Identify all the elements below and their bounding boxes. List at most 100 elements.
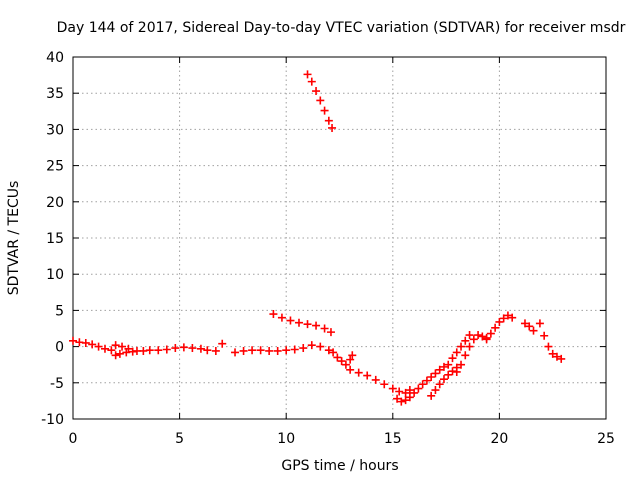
data-point	[145, 346, 154, 355]
y-tick-label: -5	[50, 376, 64, 392]
data-point	[410, 388, 419, 397]
data-point	[431, 369, 440, 378]
data-point	[503, 311, 512, 320]
data-point	[405, 393, 414, 402]
data-point	[465, 331, 474, 340]
data-point	[203, 346, 212, 355]
x-tick-label: 25	[597, 431, 615, 447]
data-point	[346, 365, 355, 374]
data-point	[211, 346, 220, 355]
y-tick-label: 10	[46, 267, 64, 283]
grid-layer	[73, 57, 606, 419]
data-point	[469, 335, 478, 344]
data-point	[326, 328, 335, 337]
y-tick-label: 35	[46, 86, 64, 102]
data-point	[452, 367, 461, 376]
data-point	[69, 336, 77, 345]
data-point	[303, 320, 312, 329]
data-point	[427, 373, 436, 382]
data-point	[388, 384, 397, 393]
data-point	[320, 324, 329, 333]
y-tick-label: 0	[55, 340, 64, 356]
data-point	[380, 380, 389, 389]
data-point	[269, 310, 278, 319]
data-point	[277, 313, 286, 322]
data-point	[320, 106, 329, 115]
data-point	[478, 332, 487, 341]
data-point	[328, 123, 337, 132]
data-point	[307, 77, 316, 86]
y-axis-label: SDTVAR / TECUs	[6, 181, 22, 296]
data-point	[491, 323, 500, 332]
data-point	[111, 351, 120, 360]
data-point	[231, 348, 240, 357]
data-point	[520, 319, 529, 328]
data-point	[196, 344, 205, 353]
data-point	[115, 349, 124, 358]
data-point	[457, 360, 466, 369]
data-point	[499, 314, 508, 323]
data-point	[348, 351, 357, 360]
x-tick-label: 0	[69, 431, 78, 447]
data-point	[286, 316, 295, 325]
data-point	[111, 341, 120, 350]
x-axis-label: GPS time / hours	[281, 458, 398, 474]
data-point	[329, 348, 338, 357]
data-point	[508, 313, 517, 322]
data-point	[540, 331, 549, 340]
y-tick-label: 40	[46, 50, 64, 66]
data-point	[324, 346, 333, 355]
data-point	[307, 341, 316, 350]
data-point	[354, 368, 363, 377]
x-tick-label: 15	[384, 431, 402, 447]
data-point	[171, 344, 180, 353]
data-point	[401, 396, 410, 405]
data-point	[461, 336, 470, 345]
data-point	[461, 351, 470, 360]
data-point	[465, 342, 474, 351]
data-point	[474, 331, 483, 340]
y-tick-label: 25	[46, 159, 64, 175]
data-point	[548, 349, 557, 358]
y-tick-label: 15	[46, 231, 64, 247]
data-point	[179, 343, 188, 352]
chart-title: Day 144 of 2017, Sidereal Day-to-day VTE…	[57, 20, 626, 36]
data-point	[118, 342, 127, 351]
data-point	[557, 354, 566, 363]
data-point	[401, 388, 410, 397]
data-point	[88, 340, 97, 349]
data-point	[525, 322, 534, 331]
data-point	[405, 386, 414, 395]
data-point	[100, 344, 109, 353]
data-point	[218, 339, 227, 348]
data-point	[299, 344, 308, 353]
data-point	[422, 376, 431, 385]
data-point	[363, 371, 372, 380]
x-tick-label: 5	[175, 431, 184, 447]
data-point	[395, 387, 404, 396]
data-point	[107, 346, 116, 355]
data-point	[312, 321, 321, 330]
x-tick-label: 20	[490, 431, 508, 447]
y-tick-label: 30	[46, 122, 64, 138]
plot-frame	[72, 56, 607, 420]
data-point	[94, 342, 103, 351]
data-point	[482, 333, 491, 342]
data-point	[341, 360, 350, 369]
data-point	[435, 380, 444, 389]
data-point	[162, 345, 171, 354]
data-point	[444, 370, 453, 379]
data-point	[452, 348, 461, 357]
data-point	[418, 380, 427, 389]
data-point	[265, 346, 274, 355]
data-point	[552, 352, 561, 361]
data-point	[154, 346, 163, 355]
data-point	[544, 342, 553, 351]
data-point	[81, 338, 90, 347]
data-point	[248, 346, 257, 355]
data-point	[486, 329, 495, 338]
data-point	[439, 362, 448, 371]
data-point	[294, 318, 303, 327]
data-point	[457, 342, 466, 351]
